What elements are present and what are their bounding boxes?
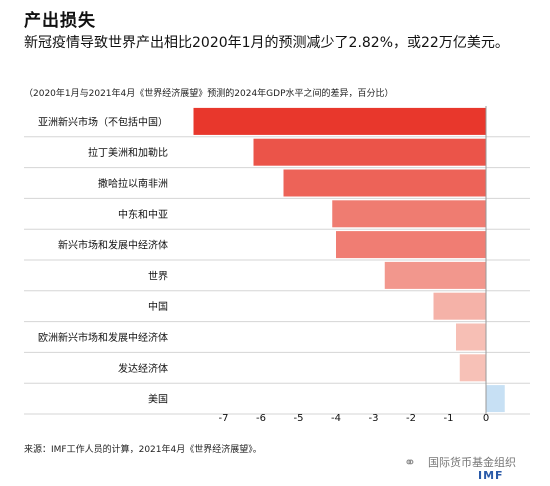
x-tick-label: -6 xyxy=(256,413,266,424)
bar xyxy=(486,385,505,413)
bars xyxy=(193,107,505,413)
bar xyxy=(336,231,486,259)
bar xyxy=(332,200,486,228)
x-tick-label: -7 xyxy=(219,413,229,424)
category-label: 中东和中亚 xyxy=(118,208,168,221)
wechat-icon: ⚭ xyxy=(404,455,416,471)
bar xyxy=(193,107,486,135)
imf-logo: IMF xyxy=(478,469,504,482)
bar xyxy=(456,323,486,351)
bar xyxy=(384,261,486,289)
x-tick-label: -3 xyxy=(369,413,379,424)
x-tick-label: 0 xyxy=(483,413,489,424)
x-tick-label: -1 xyxy=(444,413,454,424)
category-label: 美国 xyxy=(148,393,168,406)
category-label: 欧洲新兴市场和发展中经济体 xyxy=(38,331,168,344)
x-tick-label: -5 xyxy=(294,413,304,424)
x-tick-label: -4 xyxy=(331,413,341,424)
chart-subtitle: 新冠疫情导致世界产出相比2020年1月的预测减少了2.82%，或22万亿美元。 xyxy=(24,35,509,51)
category-label: 发达经济体 xyxy=(118,362,168,375)
category-label: 亚洲新兴市场（不包括中国） xyxy=(38,115,168,128)
bar xyxy=(283,169,486,197)
category-label: 中国 xyxy=(148,300,168,313)
x-tick-label: -2 xyxy=(406,413,416,424)
row-separators xyxy=(24,136,530,415)
chart-title: 产出损失 xyxy=(24,11,96,31)
watermark: ⚭ 国际货币基金组织 IMF xyxy=(400,453,550,483)
bar xyxy=(459,354,486,382)
x-axis-ticks: -7 -6 -5 -4 -3 -2 -1 0 xyxy=(219,413,490,424)
bar xyxy=(433,292,486,320)
category-labels: 亚洲新兴市场（不包括中国） 拉丁美洲和加勒比撒哈拉以南非洲中东和中亚新兴市场和发展… xyxy=(38,115,168,405)
category-label: 新兴市场和发展中经济体 xyxy=(58,239,168,252)
watermark-text: 国际货币基金组织 xyxy=(428,456,516,469)
category-label: 拉丁美洲和加勒比 xyxy=(88,146,168,159)
bar xyxy=(253,138,486,166)
category-label: 世界 xyxy=(148,270,168,282)
chart-note: （2020年1月与2021年4月《世界经济展望》预测的2024年GDP水平之间的… xyxy=(24,89,394,99)
source-note: 来源：IMF工作人员的计算，2021年4月《世界经济展望》。 xyxy=(24,445,262,455)
category-label: 撒哈拉以南非洲 xyxy=(98,177,168,190)
